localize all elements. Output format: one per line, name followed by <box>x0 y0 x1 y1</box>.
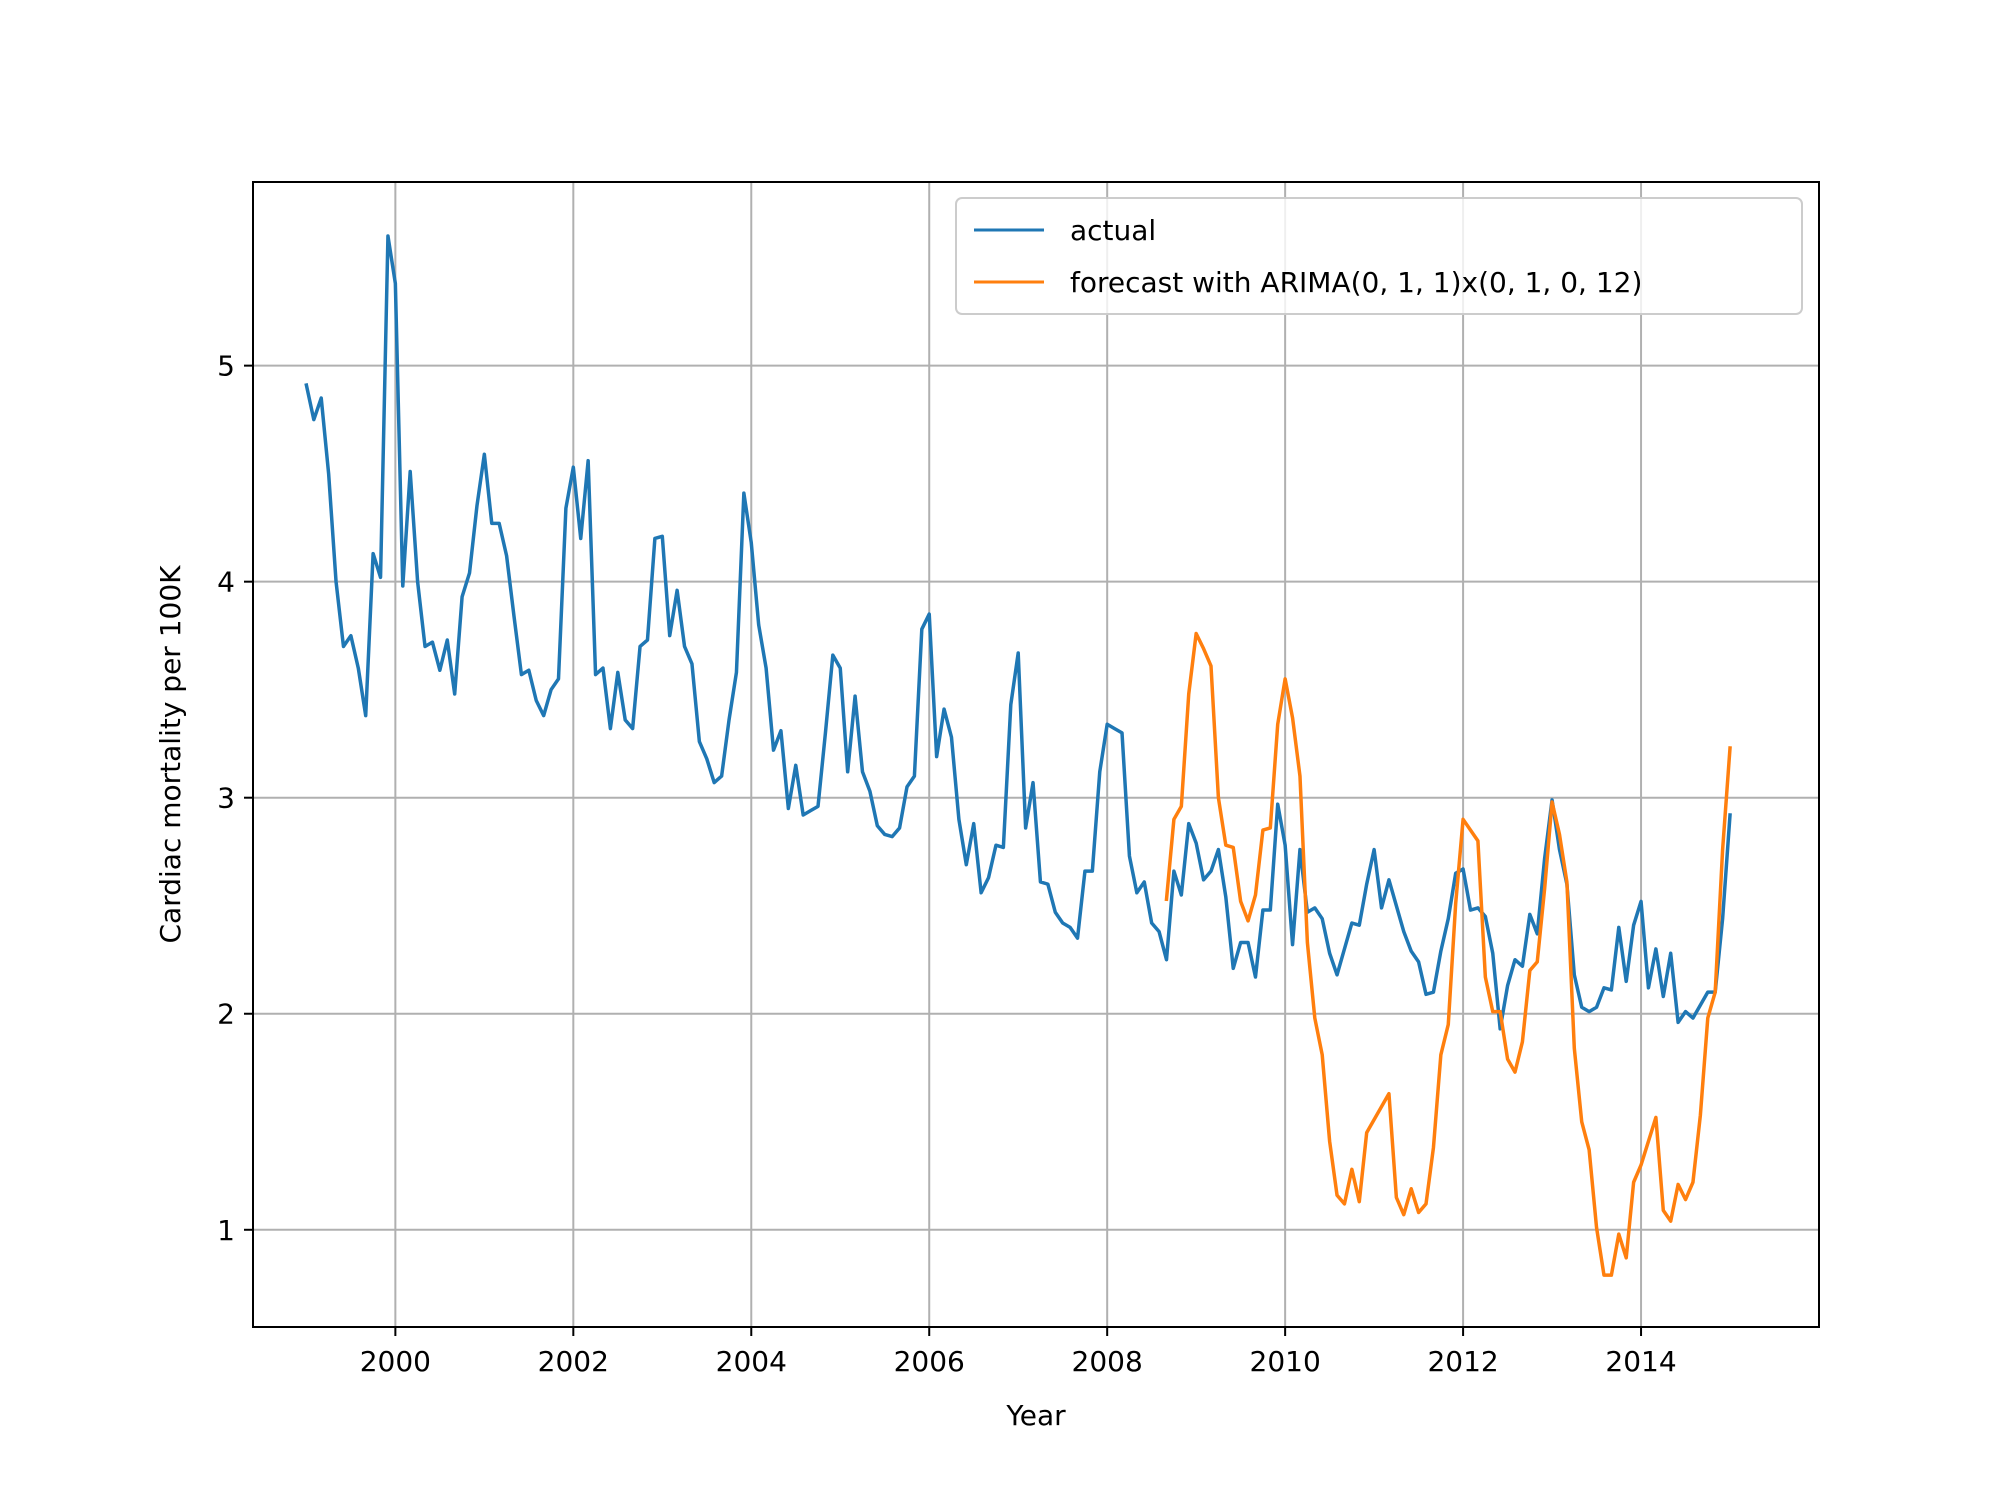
x-tick-label-2006: 2006 <box>894 1345 965 1378</box>
x-tick-label-2008: 2008 <box>1072 1345 1143 1378</box>
legend-box <box>955 197 1803 315</box>
ticks: 2000 2002 2004 2006 2008 2010 2012 2014 1 2 3 4 5 <box>217 350 1677 1378</box>
x-tick-label-2010: 2010 <box>1250 1345 1321 1378</box>
series-line-forecast <box>1164 631 1732 1277</box>
legend: actual forecast with ARIMA(0, 1, 1)x(0, … <box>955 197 1803 315</box>
series-line-actual <box>304 234 1732 1031</box>
x-tick-label-2002: 2002 <box>538 1345 609 1378</box>
y-tick-label-5: 5 <box>217 350 235 383</box>
grid <box>253 182 1819 1327</box>
y-tick-label-1: 1 <box>217 1214 235 1247</box>
y-tick-label-3: 3 <box>217 782 235 815</box>
x-tick-label-2000: 2000 <box>360 1345 431 1378</box>
x-axis-title: Year <box>1005 1399 1066 1432</box>
y-tick-label-4: 4 <box>217 566 235 599</box>
series-layer <box>304 234 1732 1277</box>
y-tick-label-2: 2 <box>217 998 235 1031</box>
y-axis-title: Cardiac mortality per 100K <box>154 565 187 944</box>
legend-label-forecast: forecast with ARIMA(0, 1, 1)x(0, 1, 0, 1… <box>1070 266 1642 299</box>
x-tick-label-2014: 2014 <box>1605 1345 1676 1378</box>
x-tick-label-2004: 2004 <box>716 1345 787 1378</box>
plot-frame <box>252 181 1820 1328</box>
x-tick-label-2012: 2012 <box>1427 1345 1498 1378</box>
legend-label-actual: actual <box>1070 214 1156 247</box>
